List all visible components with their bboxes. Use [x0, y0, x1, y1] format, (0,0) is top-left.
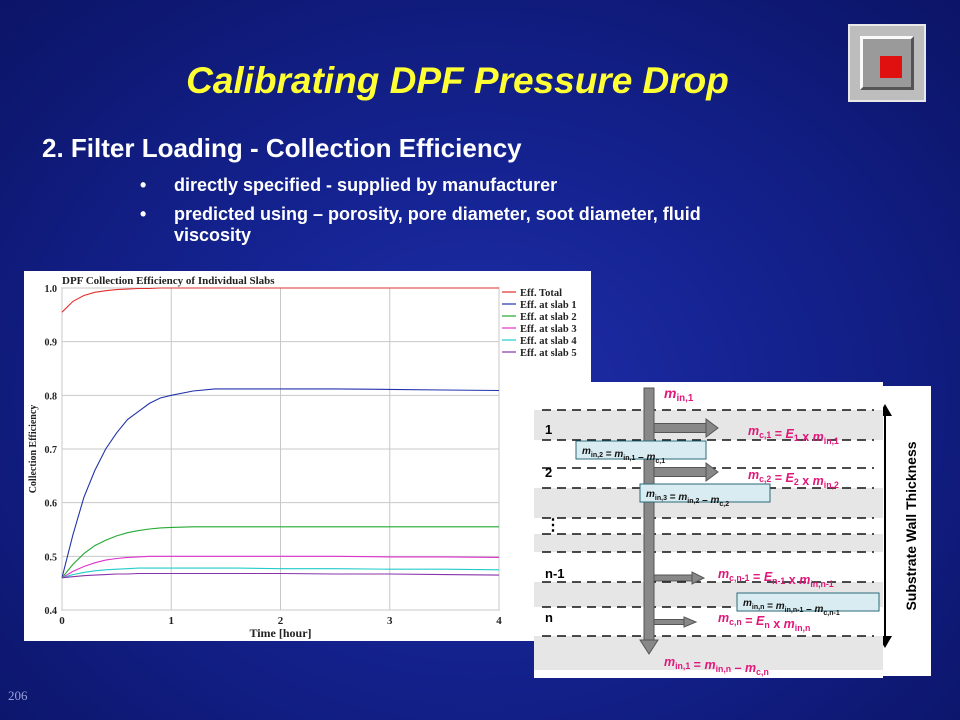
- series-line: [61, 567, 500, 579]
- mass-balance-equation: min,3 = min,2 – mc,2: [646, 489, 729, 508]
- legend-entry: Eff. at slab 2: [520, 312, 577, 323]
- slab-label: 2: [545, 465, 552, 480]
- collection-arrow: [653, 619, 685, 625]
- x-tick-label: 0: [59, 615, 65, 627]
- thickness-arrow-head-up: [878, 404, 892, 416]
- x-tick-label: 4: [496, 615, 502, 627]
- y-tick-label: 0.6: [45, 499, 58, 510]
- logo-icon: [848, 24, 926, 102]
- bullet-dot-icon: •: [140, 175, 147, 195]
- y-tick-label: 0.5: [45, 552, 58, 563]
- series-line: [61, 572, 500, 579]
- legend-entry: Eff. at slab 5: [520, 348, 577, 359]
- collection-equation: mc,n-1 = En-1 x min,n-1: [718, 567, 834, 589]
- mass-balance-equation: min,n = min,n-1 – mc,n-1: [743, 598, 840, 617]
- wall-thickness-label: Substrate Wall Thickness: [903, 441, 919, 610]
- legend-entry: Eff. at slab 1: [520, 300, 577, 311]
- y-axis-label: Collection Efficiency: [28, 405, 39, 494]
- collection-arrow-head: [683, 616, 698, 628]
- output-mass-equation: min,1 = min,n – mc,n: [664, 655, 769, 677]
- x-tick-label: 1: [169, 615, 175, 627]
- y-tick-label: 0.8: [45, 391, 58, 402]
- mass-balance-equation: min,2 = min,1 – mc,1: [582, 446, 665, 465]
- bullet-text: directly specified - supplied by manufac…: [174, 175, 558, 195]
- slab-label: n-1: [545, 566, 565, 581]
- bullet-item: • predicted using – porosity, pore diamet…: [140, 204, 760, 246]
- wall-thickness-panel: Substrate Wall Thickness: [878, 386, 931, 676]
- collection-arrow-head: [691, 571, 706, 585]
- ellipsis-label: ⋮: [545, 517, 561, 534]
- slide-title: Calibrating DPF Pressure Drop: [186, 60, 729, 101]
- y-tick-label: 0.9: [45, 338, 58, 349]
- slab-label: 1: [545, 422, 552, 437]
- x-tick-label: 2: [278, 615, 284, 627]
- legend-entry: Eff. at slab 3: [520, 324, 577, 335]
- series-line: [61, 287, 499, 313]
- y-tick-label: 0.7: [45, 445, 58, 456]
- collection-arrow: [653, 423, 707, 433]
- main-arrow-head: [639, 639, 659, 655]
- legend-entry: Eff. at slab 4: [520, 336, 577, 347]
- wall-thickness-svg: Substrate Wall Thickness: [878, 404, 919, 648]
- section-heading: 2. Filter Loading - Collection Efficienc…: [42, 133, 522, 163]
- mass-balance-box: [639, 483, 771, 503]
- mass-balance-box: [736, 592, 880, 612]
- x-axis-label: Time [hour]: [249, 626, 311, 640]
- chart-title: DPF Collection Efficiency of Individual …: [62, 275, 275, 287]
- slab-band: [534, 534, 883, 552]
- collection-equation: mc,1 = E1 x min,1: [748, 424, 839, 446]
- main-flow-arrow: [643, 387, 655, 644]
- series-line: [61, 388, 500, 578]
- thickness-arrow-head-down: [878, 636, 892, 648]
- collection-equation: mc,n = En x min,n: [718, 611, 810, 633]
- collection-arrow-head: [705, 462, 719, 482]
- legend-entry: Eff. Total: [520, 288, 562, 299]
- slab-diagram: 1 2 n-1 n ⋮ min,2 = min,1 – mc,1 min,3 = min,2…: [534, 382, 883, 678]
- collection-equation: mc,2 = E2 x min,2: [748, 468, 839, 490]
- bullet-list: • directly specified - supplied by manufa…: [140, 175, 760, 254]
- bullet-dot-icon: •: [140, 204, 147, 224]
- mass-balance-box: [575, 440, 707, 460]
- x-tick-label: 3: [387, 615, 393, 627]
- bullet-item: • directly specified - supplied by manufa…: [140, 175, 760, 196]
- y-tick-label: 1.0: [45, 284, 58, 295]
- y-tick-label: 0.4: [45, 606, 58, 617]
- series-line: [61, 555, 500, 579]
- collection-arrow: [653, 467, 707, 477]
- input-mass-label: min,1: [664, 385, 694, 404]
- bullet-text: predicted using – porosity, pore diamete…: [174, 204, 701, 245]
- chart-svg: 0 1 2 3 4 0.4 0.5 0.6 0.7 0.8 0.9 1.0 DPF Collection…: [28, 275, 577, 640]
- efficiency-chart: 0 1 2 3 4 0.4 0.5 0.6 0.7 0.8 0.9 1.0 DPF Collection…: [24, 271, 591, 641]
- collection-arrow-head: [705, 418, 719, 438]
- collection-arrow: [653, 574, 693, 582]
- slab-band: [534, 636, 883, 670]
- series-line: [61, 526, 499, 579]
- diagram-svg: 1 2 n-1 n ⋮ min,2 = min,1 – mc,1 min,3 = min,2…: [534, 385, 883, 677]
- slide-number: 206: [8, 688, 28, 703]
- slab-label: n: [545, 610, 553, 625]
